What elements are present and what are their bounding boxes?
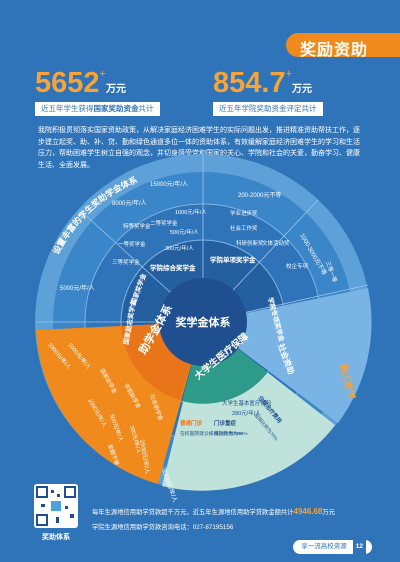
loan-total-line: 每年生源地信用助学贷款超千万元，近五年生源地信用助学贷款金额共计4946.68万… (92, 507, 335, 516)
caption-bold: 国家奖助资金 (93, 104, 139, 113)
page-number: 12 (352, 540, 366, 554)
outer-label: 8000元/年/人 (112, 199, 147, 207)
qr-label: 奖助体系 (42, 534, 70, 541)
stat-national-funds: 5652+ 万元 近五年学生获得国家奖助资金共计 (35, 67, 160, 116)
outer-label: 5000元/年/人 (60, 284, 95, 292)
stat-college-funds: 854.7+ 万元 近五年学院奖助资金评定共计 (213, 67, 323, 116)
mid-label: 校企专项 (286, 262, 309, 270)
outer-label: 15000元/年/人 (150, 180, 188, 188)
mid-label: 1000元/年/人 (175, 208, 207, 216)
loan-text: 每年生源地信用助学贷款超千万元，近五年生源地信用助学贷款金额共计 (92, 509, 294, 516)
caption-pre: 近五年学生获得 (41, 104, 94, 113)
loan-phone-line: 学院生源地信用助学贷款咨询电话：027-87195156 (92, 524, 234, 531)
caption-post: 共计 (138, 104, 154, 113)
page-caption: 享一流高校资源 (301, 543, 347, 550)
stat-plus: + (285, 68, 293, 80)
intro-paragraph: 我院积极贯彻落实国家资助政策，从解决家庭经济困难学生的实际问题出发，推进精准资助… (38, 127, 360, 169)
mid-label: 文体活动奖 (262, 239, 290, 247)
loan-unit: 万元 (322, 509, 336, 516)
stat-value: 854.7 (213, 67, 286, 99)
mid-label: 三等奖学金 (112, 258, 140, 266)
medical-label: 普通门诊 (180, 419, 203, 427)
medical-label: 在校医院就诊报销比例为75% (180, 430, 243, 437)
mid-label: 科研创新奖 (236, 239, 264, 247)
stat-caption: 近五年学生获得国家奖助资金共计 (35, 102, 160, 116)
stat-caption: 近五年学院奖助资金评定共计 (213, 102, 323, 116)
mid-label: 300元/年/人 (165, 244, 194, 252)
page-title: 奖励资助 (300, 42, 369, 59)
mid-label: 特等奖学金 (123, 222, 151, 230)
caption-pre: 近五年学院奖助资金评定共计 (219, 104, 317, 113)
center-circle (159, 278, 247, 366)
mid-label: 二等奖学金 (150, 219, 178, 227)
qr-pattern-icon (36, 486, 76, 526)
stat-value: 5652 (35, 67, 100, 99)
mid-label: 一等奖学金 (118, 240, 146, 248)
qr-code[interactable] (34, 484, 78, 528)
page-footer-tab: 享一流高校资源 12 (293, 540, 372, 554)
medical-label: 门诊重症 (214, 419, 237, 427)
medical-label: 报销比例为80% (214, 430, 248, 437)
stat-plus: + (99, 68, 106, 80)
mid-label: 社会工作奖 (230, 224, 258, 232)
inner-label: 学院单项奖学金 (210, 255, 256, 264)
outer-label: 200-2000元不等 (238, 191, 281, 199)
stat-unit: 万元 (105, 84, 126, 95)
medical-label: 280元/年/人 (232, 409, 261, 417)
mid-label: 500元/年/人 (170, 228, 199, 236)
center-label: 奖学金体系 (176, 315, 231, 329)
medical-label: 大学生基本医疗保险 (222, 399, 272, 407)
stat-unit: 万元 (292, 84, 313, 95)
loan-amount: 4946.68 (293, 507, 323, 516)
mid-label: 学业进步奖 (230, 209, 258, 217)
title-banner: 奖励资助 (286, 33, 400, 59)
inner-label: 学院综合奖学金 (150, 263, 196, 272)
